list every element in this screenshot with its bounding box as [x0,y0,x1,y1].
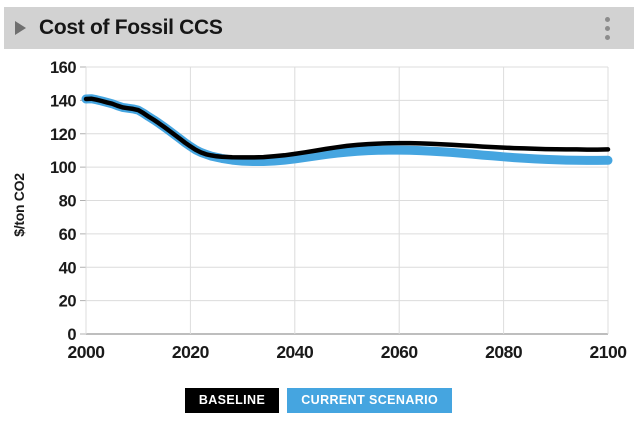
chart-header: Cost of Fossil CCS [4,7,634,49]
series-line-current-scenario [81,94,613,166]
y-tick-label: 40 [59,259,77,277]
x-tick-label: 2060 [381,342,419,362]
expand-caret-icon[interactable] [15,21,26,35]
legend-badge-current-scenario: CURRENT SCENARIO [287,388,453,413]
x-tick-label: 2020 [172,342,210,362]
y-tick-label: 160 [50,59,76,77]
x-tick-label: 2080 [485,342,523,362]
y-tick-label: 20 [59,293,77,311]
kebab-menu-icon[interactable] [602,14,613,43]
legend-badge-baseline: BASELINE [184,388,280,413]
y-tick-label: 80 [59,193,77,211]
y-axis-title: $/ton CO2 [11,173,27,237]
series-line-baseline [83,96,611,160]
y-tick-label: 120 [50,126,76,144]
chart-title: Cost of Fossil CCS [39,16,223,39]
legend: BASELINE CURRENT SCENARIO [0,388,637,413]
x-tick-label: 2040 [276,342,314,362]
y-tick-label: 140 [50,92,76,110]
y-tick-label: 100 [50,159,76,177]
x-tick-label: 2000 [68,342,106,362]
y-tick-label: 0 [67,326,76,344]
y-tick-label: 60 [59,226,77,244]
x-tick-label: 2100 [590,342,628,362]
